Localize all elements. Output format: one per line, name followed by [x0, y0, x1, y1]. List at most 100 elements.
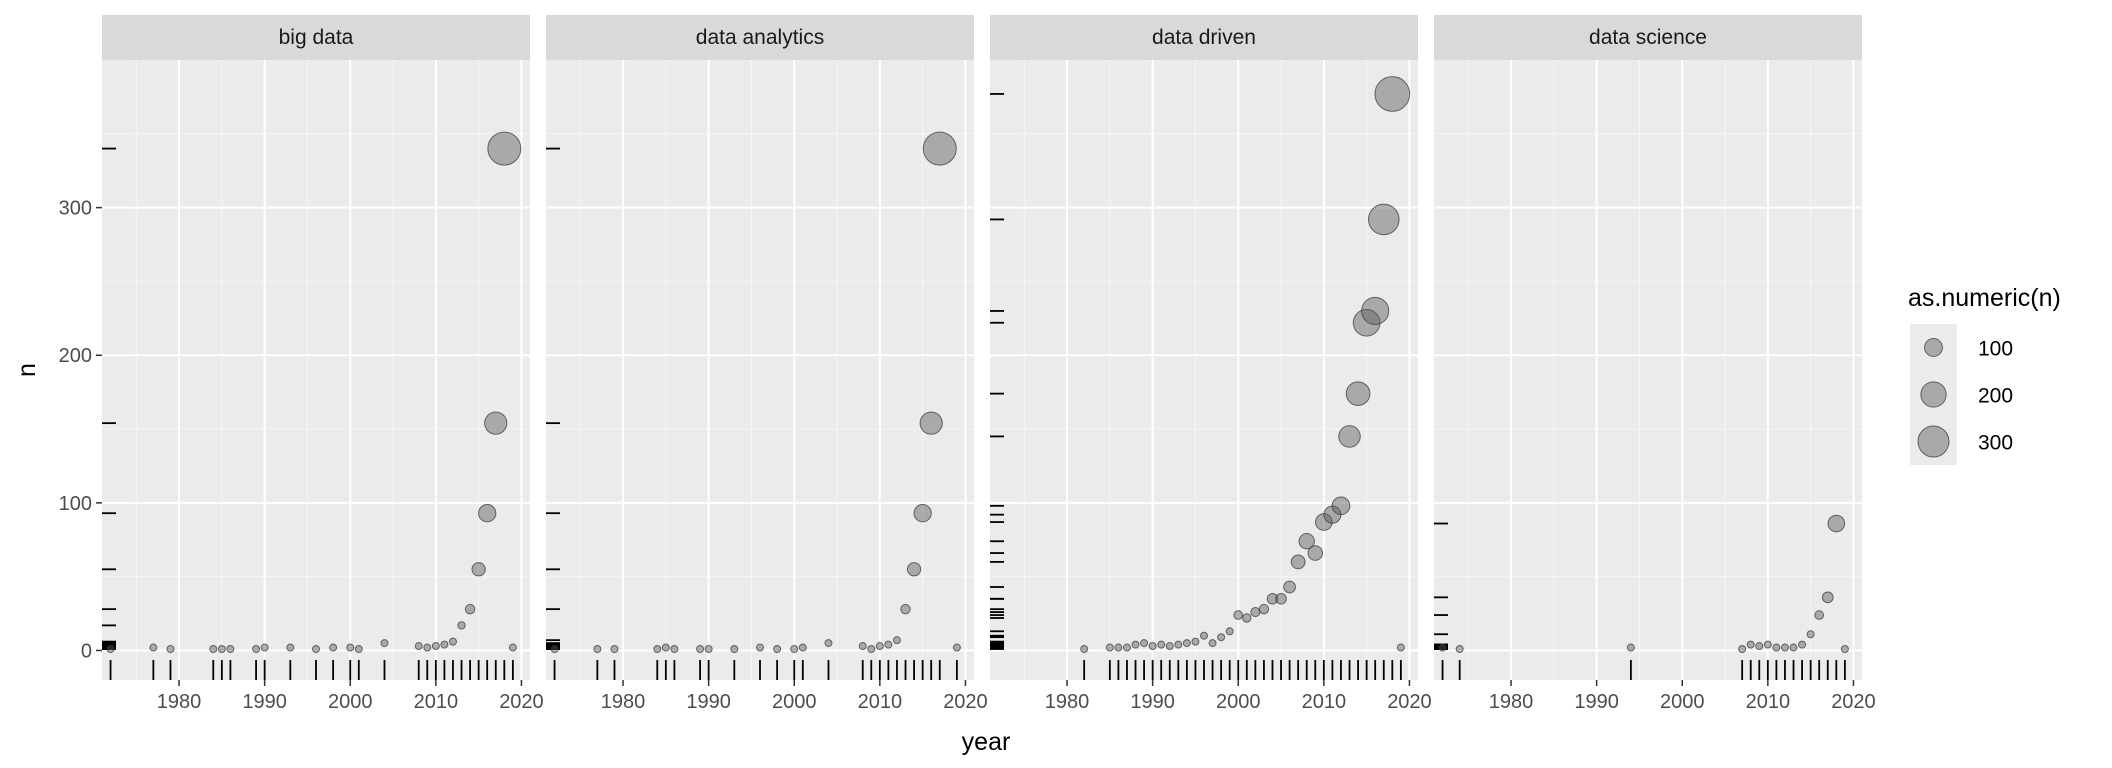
data-point	[166, 645, 175, 653]
data-point	[1298, 533, 1315, 550]
x-tick-label: 2010	[414, 691, 459, 713]
data-point	[484, 411, 508, 435]
facet-big-data: big data 1980 1990 2000 2010 2020	[102, 15, 544, 713]
size-legend: as.numeric(n) 100 200 300	[1908, 284, 2061, 465]
legend-key-200: 200	[1910, 371, 2013, 418]
x-tick-label: 1990	[1574, 691, 1619, 713]
x-tick-label: 1980	[601, 691, 646, 713]
data-point	[1840, 645, 1849, 653]
data-point	[1105, 643, 1114, 652]
data-point	[1789, 643, 1798, 652]
data-point	[312, 645, 320, 653]
data-point	[1814, 610, 1825, 620]
data-point	[260, 643, 269, 652]
data-point	[354, 645, 363, 653]
data-point	[952, 643, 961, 652]
x-tick-label: 2010	[1746, 691, 1791, 713]
facet-strip	[1434, 15, 1862, 60]
data-point	[1208, 639, 1217, 648]
x-tick-label: 2000	[1660, 691, 1705, 713]
x-tick-label: 1980	[1045, 691, 1090, 713]
data-point	[1806, 630, 1815, 639]
legend-key-symbol	[1917, 425, 1950, 458]
data-point	[1626, 643, 1635, 652]
legend-key-label: 200	[1978, 385, 2013, 408]
data-point	[1331, 496, 1351, 516]
data-point	[900, 603, 911, 615]
data-point	[1374, 76, 1411, 112]
x-tick-label: 2020	[1831, 691, 1876, 713]
data-point	[1396, 643, 1405, 652]
data-point	[610, 645, 619, 653]
data-point	[593, 645, 602, 653]
x-tick-label: 2000	[328, 691, 373, 713]
y-tick-label: 300	[59, 198, 92, 220]
data-point	[922, 131, 957, 166]
y-axis: 0 100 200 300	[59, 198, 102, 662]
data-point	[1338, 425, 1361, 448]
data-point	[329, 643, 338, 652]
data-point	[773, 645, 782, 653]
data-point	[670, 645, 679, 653]
data-point	[756, 643, 764, 652]
data-point	[1290, 554, 1306, 570]
y-tick-label: 0	[81, 640, 92, 662]
data-point	[478, 504, 497, 523]
x-tick-label: 1990	[242, 691, 287, 713]
x-tick-label: 2020	[1387, 691, 1432, 713]
data-point	[1258, 603, 1270, 615]
data-point	[226, 645, 235, 653]
x-tick-label: 2000	[1216, 691, 1261, 713]
x-tick-label: 2010	[1302, 691, 1347, 713]
data-point	[1250, 607, 1261, 618]
data-point	[380, 639, 389, 648]
x-tick-label: 2020	[499, 691, 544, 713]
data-point	[1080, 645, 1089, 653]
x-tick-label: 1980	[157, 691, 202, 713]
data-point	[209, 645, 218, 653]
panel-background	[102, 60, 530, 680]
legend-key-background	[1910, 324, 1957, 371]
data-point	[1780, 643, 1789, 652]
data-point	[875, 642, 884, 651]
data-point	[1772, 643, 1781, 652]
data-point	[1242, 613, 1252, 623]
data-point	[1821, 591, 1834, 604]
facet-strip	[990, 15, 1418, 60]
data-point	[867, 645, 876, 653]
data-point	[1283, 580, 1296, 594]
data-point	[1191, 637, 1200, 646]
data-point	[1763, 640, 1772, 649]
data-point	[1746, 640, 1755, 649]
data-point	[440, 640, 449, 649]
x-tick-label: 1980	[1489, 691, 1534, 713]
data-point	[217, 645, 226, 653]
x-tick-label: 2000	[772, 691, 817, 713]
data-point	[1345, 381, 1371, 406]
data-point	[1122, 643, 1131, 652]
data-point	[1361, 296, 1390, 326]
data-point	[906, 562, 922, 577]
legend-key-label: 100	[1978, 338, 2013, 361]
data-point	[1367, 203, 1400, 236]
legend-key-symbol	[1924, 338, 1943, 357]
legend-keys: 100 200 300	[1910, 324, 2013, 465]
data-point	[550, 645, 559, 653]
data-point	[346, 643, 355, 652]
data-point	[487, 131, 522, 166]
data-point	[252, 645, 261, 653]
legend-key-label: 300	[1978, 432, 2013, 455]
panel-background	[990, 60, 1418, 680]
data-point	[106, 645, 115, 653]
legend-key-300: 300	[1910, 418, 2013, 465]
facet-strip	[546, 15, 974, 60]
data-point	[790, 645, 799, 653]
data-point	[919, 411, 943, 435]
x-tick-label: 1990	[686, 691, 731, 713]
data-point	[508, 643, 517, 652]
facet-data-science: data science 1980 1990 2000 2010 2020	[1434, 15, 1876, 713]
data-point	[1307, 545, 1324, 561]
legend-key-100: 100	[1910, 324, 2013, 371]
